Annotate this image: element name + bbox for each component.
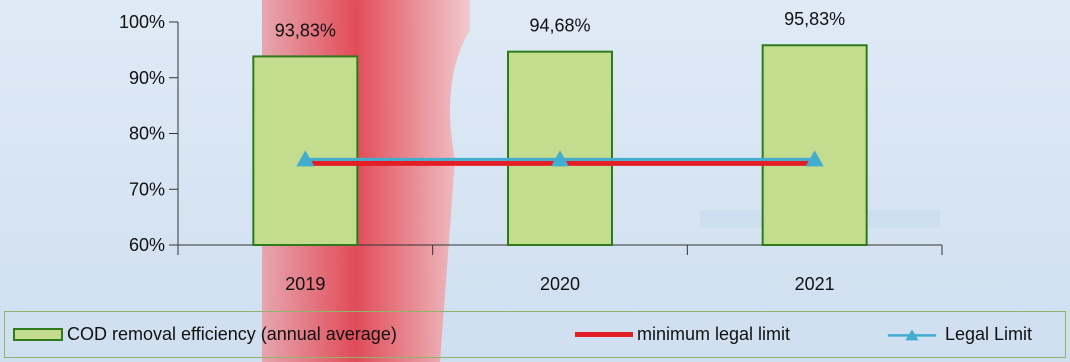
data-label-2019: 93,83% xyxy=(275,20,336,40)
data-labels: 93,83% 94,68% 95,83% xyxy=(275,9,845,40)
x-axis: 2019 2020 2021 xyxy=(177,244,943,294)
x-tick-label: 2019 xyxy=(285,274,325,294)
bar-2020 xyxy=(507,50,613,247)
bar-swatch-icon xyxy=(13,328,63,341)
legal-limit-marker-2019 xyxy=(296,150,315,167)
legal-limit-marker-2020 xyxy=(551,150,569,167)
triangle-line-icon xyxy=(887,329,937,341)
x-tick-label: 2020 xyxy=(540,274,580,294)
data-label-2021: 95,83% xyxy=(784,9,845,29)
red-line-icon xyxy=(575,332,633,337)
x-tick-label: 2021 xyxy=(795,274,835,294)
y-tick-label: 80% xyxy=(129,124,165,144)
bar-series xyxy=(252,44,868,247)
legend-item-min-limit: minimum legal limit xyxy=(575,312,790,357)
legend-label: Legal Limit xyxy=(945,324,1033,344)
legend: COD removal efficiency (annual average) … xyxy=(4,311,1066,358)
y-tick-label: 90% xyxy=(129,68,165,88)
legend-label: COD removal efficiency (annual average) xyxy=(67,324,397,344)
y-tick-label: 60% xyxy=(129,235,165,255)
data-label-2020: 94,68% xyxy=(529,16,590,36)
cod-efficiency-chart: 60% 70% 80% 90% 100% 2019 2020 2021 93,83% 94,6… xyxy=(119,9,943,294)
line-series xyxy=(296,150,824,167)
y-tick-label: 70% xyxy=(129,179,165,199)
legend-item-legal-limit: Legal Limit xyxy=(883,312,1032,357)
bar-2021 xyxy=(761,44,868,246)
y-axis: 60% 70% 80% 90% 100% xyxy=(119,12,179,255)
legal-limit-marker-2021 xyxy=(805,150,824,167)
y-tick-label: 100% xyxy=(119,12,165,32)
legend-item-bar: COD removal efficiency (annual average) xyxy=(13,312,397,357)
legend-label: minimum legal limit xyxy=(637,324,791,344)
